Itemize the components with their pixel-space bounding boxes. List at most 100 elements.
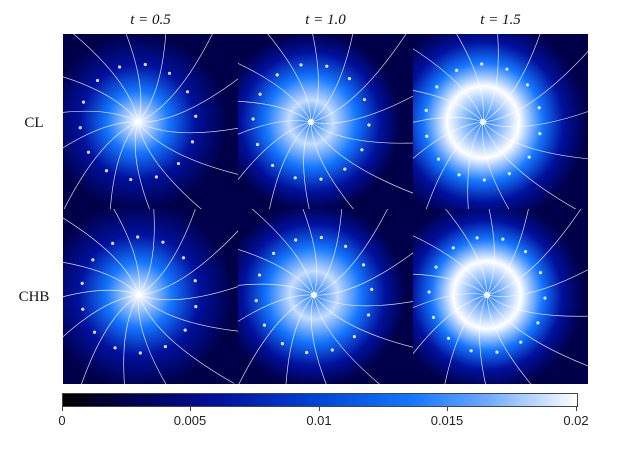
streamline-arrow xyxy=(361,263,366,267)
streamline xyxy=(137,121,202,209)
streamline xyxy=(238,283,315,296)
streamline xyxy=(486,209,495,296)
colorbar-tick xyxy=(319,406,320,411)
colorbar-tick-label: 0.02 xyxy=(563,413,589,428)
streamline-arrow xyxy=(251,117,255,121)
streamline-arrow xyxy=(167,71,172,75)
streamline-arrow xyxy=(424,108,428,113)
streamline-arrow xyxy=(294,238,298,242)
streamline-arrow xyxy=(262,323,267,327)
streamline xyxy=(482,50,588,123)
streamline xyxy=(313,294,413,348)
streamline xyxy=(313,294,380,384)
field-plot xyxy=(238,34,413,209)
source-point xyxy=(311,292,317,298)
streamline xyxy=(137,121,238,175)
streamline-arrow xyxy=(330,348,334,352)
streamline xyxy=(486,209,529,296)
panel-chb-t10 xyxy=(238,209,413,384)
streamline xyxy=(238,294,315,384)
streamlines xyxy=(413,34,588,209)
source-point xyxy=(480,119,486,125)
source-point xyxy=(136,292,142,298)
streamline xyxy=(413,235,488,296)
streamline xyxy=(73,34,139,123)
streamlines xyxy=(63,34,238,209)
streamline-arrow xyxy=(305,350,309,355)
streamline xyxy=(413,294,488,355)
streamline xyxy=(63,289,140,298)
streamline-arrow xyxy=(436,157,441,161)
streamline-arrow xyxy=(143,62,147,67)
streamline xyxy=(413,90,484,123)
source-point xyxy=(308,119,314,125)
streamline-arrow xyxy=(519,340,523,344)
streamline-arrow xyxy=(299,63,303,67)
streamline-arrow xyxy=(254,299,258,303)
streamline-arrow xyxy=(194,304,198,309)
colorbar-tick-label: 0.005 xyxy=(173,413,207,428)
streamline xyxy=(238,120,312,135)
streamline xyxy=(482,121,588,160)
column-title-t15: t = 1.5 xyxy=(480,12,521,28)
streamline-arrow xyxy=(275,73,279,77)
streamline-arrow xyxy=(185,90,190,94)
colorbar-tick xyxy=(62,406,63,411)
streamline xyxy=(137,78,238,123)
colorbar-tick-label: 0.01 xyxy=(306,413,332,428)
streamline xyxy=(310,34,319,123)
streamline-arrow xyxy=(495,350,499,354)
streamline xyxy=(486,294,532,384)
streamline-arrow xyxy=(482,178,486,182)
streamline xyxy=(251,209,315,296)
streamline xyxy=(310,34,407,123)
streamline xyxy=(63,121,139,209)
streamlines xyxy=(238,209,413,384)
streamline xyxy=(413,293,488,308)
streamline xyxy=(310,34,354,123)
streamline-arrow xyxy=(505,67,509,71)
streamline-arrow xyxy=(446,336,451,340)
streamline xyxy=(310,121,354,209)
streamline-arrow xyxy=(92,330,97,334)
streamline xyxy=(467,121,484,209)
streamline-arrow xyxy=(181,256,186,260)
streamline xyxy=(482,34,499,123)
streamline-arrow xyxy=(138,351,142,355)
field-intensity xyxy=(238,34,413,209)
streamline-arrow xyxy=(81,100,86,104)
streamline xyxy=(413,48,484,123)
streamline xyxy=(138,294,167,384)
streamline xyxy=(413,273,488,296)
streamline xyxy=(109,121,139,209)
streamline-arrow xyxy=(154,175,159,179)
streamline-arrow xyxy=(367,123,371,127)
streamline xyxy=(482,121,577,209)
field-plot xyxy=(63,209,238,384)
source-point xyxy=(135,119,141,125)
streamline-arrow xyxy=(501,237,505,241)
streamline-arrow xyxy=(91,258,95,262)
field-plot xyxy=(63,34,238,209)
streamline xyxy=(63,217,140,296)
streamline-arrow xyxy=(434,265,438,269)
streamline-arrow xyxy=(525,83,530,87)
streamline-arrow xyxy=(352,335,357,339)
streamline xyxy=(285,294,315,384)
streamline-arrow xyxy=(427,290,431,294)
streamline-arrow xyxy=(293,176,297,180)
streamline xyxy=(138,209,196,296)
streamline-arrow xyxy=(113,346,117,350)
field-intensity xyxy=(238,209,413,384)
streamline-arrow xyxy=(163,345,167,349)
streamline-arrow xyxy=(136,235,140,239)
streamline-arrow xyxy=(537,106,541,110)
colorbar xyxy=(62,393,578,407)
streamline-arrow xyxy=(431,315,436,319)
streamline-arrow xyxy=(370,287,374,291)
streamline-arrow xyxy=(343,244,348,248)
panel-chb-t05 xyxy=(63,209,238,384)
streamline xyxy=(238,100,312,123)
streamline xyxy=(482,111,588,128)
streamline xyxy=(310,95,413,124)
